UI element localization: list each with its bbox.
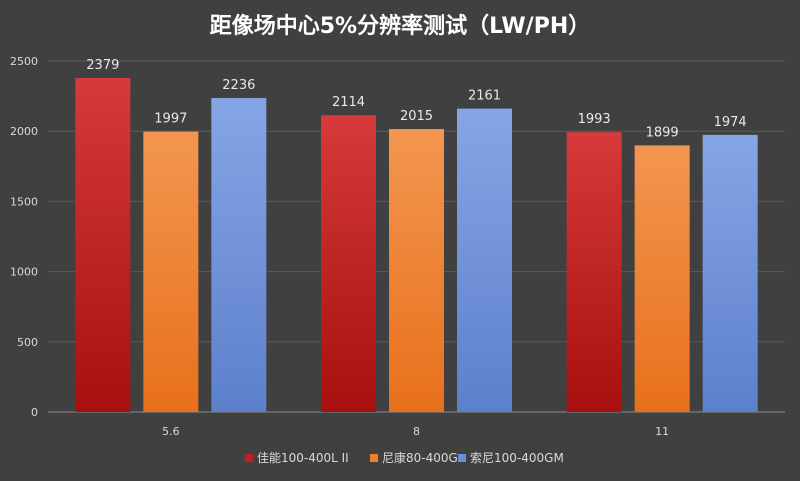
x-tick-label: 5.6 (162, 425, 180, 438)
y-tick-label: 1500 (10, 195, 38, 208)
x-axis-tick-labels: 5.6 8 11 (162, 425, 669, 438)
y-tick-label: 500 (17, 336, 38, 349)
legend-swatch[interactable] (458, 454, 466, 462)
legend[interactable]: 佳能100-400L II 尼康80-400G 索尼100-400GM (245, 450, 564, 465)
data-label: 2379 (86, 58, 119, 73)
bar (143, 131, 199, 412)
legend-swatch[interactable] (370, 454, 378, 462)
data-label: 1993 (578, 112, 611, 127)
bar (211, 98, 267, 412)
bars (75, 77, 758, 413)
data-label: 1974 (714, 115, 747, 130)
bar (702, 134, 758, 412)
data-label: 2236 (222, 78, 255, 93)
legend-swatch[interactable] (245, 454, 253, 462)
legend-label[interactable]: 佳能100-400L II (257, 451, 349, 465)
y-tick-label: 1000 (10, 266, 38, 279)
bar (321, 115, 376, 412)
x-tick-label: 8 (413, 425, 420, 438)
data-label: 2015 (400, 109, 433, 124)
data-labels: 2379 1997 2236 2114 2015 2161 1993 1899 1974 (86, 58, 746, 140)
x-tick-label: 11 (655, 425, 669, 438)
legend-label[interactable]: 尼康80-400G (382, 450, 458, 465)
bar (457, 108, 512, 413)
data-label: 2114 (332, 95, 365, 110)
bar (566, 132, 622, 412)
bar (634, 145, 690, 412)
data-label: 2161 (468, 89, 501, 104)
y-tick-label: 2500 (10, 55, 38, 68)
bar (389, 129, 444, 412)
y-axis-tick-labels: 0 500 1000 1500 2000 2500 (10, 55, 38, 419)
legend-label[interactable]: 索尼100-400GM (470, 451, 564, 465)
chart-title: 距像场中心5%分辨率测试（LW/PH） (210, 13, 591, 39)
y-tick-label: 0 (31, 406, 38, 419)
bar (75, 77, 131, 412)
data-label: 1997 (154, 112, 187, 127)
y-tick-label: 2000 (10, 125, 38, 138)
data-label: 1899 (646, 125, 679, 140)
